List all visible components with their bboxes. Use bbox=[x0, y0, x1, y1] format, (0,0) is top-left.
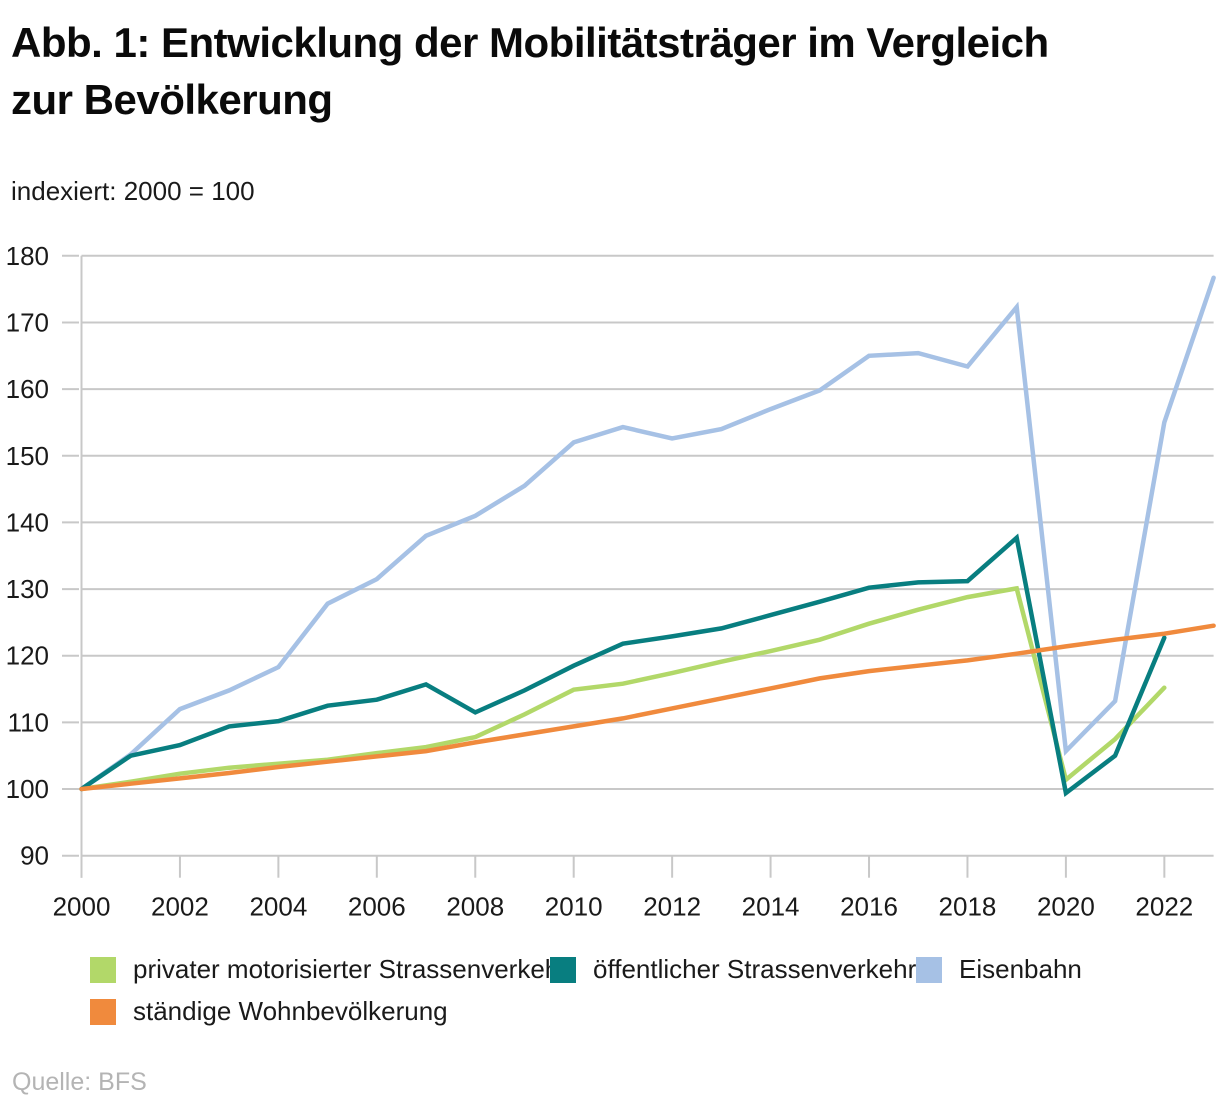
figure-title-line1: Abb. 1: Entwicklung der Mobilitätsträger… bbox=[11, 19, 1049, 66]
series-line-privater-motorisierter-strassenverkehr bbox=[79, 585, 1167, 792]
legend-item-oeffentlicher-strassenverkehr: öffentlicher Strassenverkehr bbox=[550, 954, 917, 984]
x-tick-label-2014: 2014 bbox=[742, 892, 800, 922]
y-tick-label-140: 140 bbox=[6, 507, 49, 537]
y-tick-label-180: 180 bbox=[6, 241, 49, 271]
series-line-eisenbahn bbox=[79, 275, 1216, 792]
figure-title-line2: zur Bevölkerung bbox=[11, 76, 333, 123]
series-line-staendige-wohnbevoelkerung bbox=[79, 623, 1216, 792]
x-tick-label-2008: 2008 bbox=[446, 892, 504, 922]
legend-item-eisenbahn: Eisenbahn bbox=[916, 954, 1082, 984]
legend-label-staendige-wohnbevoelkerung: ständige Wohnbevölkerung bbox=[133, 996, 448, 1026]
x-tick-label-2006: 2006 bbox=[348, 892, 406, 922]
x-tick-label-2018: 2018 bbox=[939, 892, 997, 922]
y-tick-label-170: 170 bbox=[6, 307, 49, 337]
legend-swatch-eisenbahn bbox=[916, 956, 942, 983]
legend-item-staendige-wohnbevoelkerung: ständige Wohnbevölkerung bbox=[90, 996, 448, 1026]
legend-item-privater-motorisierter-strassenverkehr: privater motorisierter Strassenverkehr bbox=[90, 954, 568, 984]
y-tick-label-150: 150 bbox=[6, 441, 49, 471]
x-tick-label-2000: 2000 bbox=[53, 892, 111, 922]
series-line-oeffentlicher-strassenverkehr bbox=[79, 533, 1167, 797]
y-axis-labels: 90 100 110 120 130 140 150 160 170 180 bbox=[6, 241, 49, 871]
x-tick-label-2020: 2020 bbox=[1037, 892, 1095, 922]
legend-swatch-oeffentlicher-strassenverkehr bbox=[550, 956, 576, 983]
legend-swatch-staendige-wohnbevoelkerung bbox=[90, 998, 116, 1025]
y-tick-label-100: 100 bbox=[6, 774, 49, 804]
legend-label-privater-motorisierter-strassenverkehr: privater motorisierter Strassenverkehr bbox=[133, 954, 568, 984]
figure-subtitle: indexiert: 2000 = 100 bbox=[11, 176, 255, 206]
x-tick-label-2010: 2010 bbox=[545, 892, 603, 922]
legend-swatch-privater-motorisierter-strassenverkehr bbox=[90, 956, 116, 983]
legend-label-oeffentlicher-strassenverkehr: öffentlicher Strassenverkehr bbox=[593, 954, 917, 984]
x-tick-label-2012: 2012 bbox=[643, 892, 701, 922]
y-tick-label-110: 110 bbox=[8, 707, 49, 737]
x-tick-label-2022: 2022 bbox=[1135, 892, 1193, 922]
x-tick-label-2004: 2004 bbox=[249, 892, 307, 922]
x-tick-label-2002: 2002 bbox=[151, 892, 209, 922]
x-axis-labels: 2000 2002 2004 2006 2008 2010 2012 2014 2016 2018… bbox=[53, 892, 1194, 922]
y-tick-label-90: 90 bbox=[20, 841, 49, 871]
y-tick-label-160: 160 bbox=[6, 374, 49, 404]
x-axis-ticks bbox=[80, 855, 1166, 878]
x-tick-label-2016: 2016 bbox=[840, 892, 898, 922]
y-tick-label-130: 130 bbox=[6, 574, 49, 604]
legend-label-eisenbahn: Eisenbahn bbox=[959, 954, 1082, 984]
y-tick-label-120: 120 bbox=[6, 641, 49, 671]
figure-title: Abb. 1: Entwicklung der Mobilitätsträger… bbox=[11, 14, 1049, 128]
source-note: Quelle: BFS bbox=[12, 1068, 147, 1096]
